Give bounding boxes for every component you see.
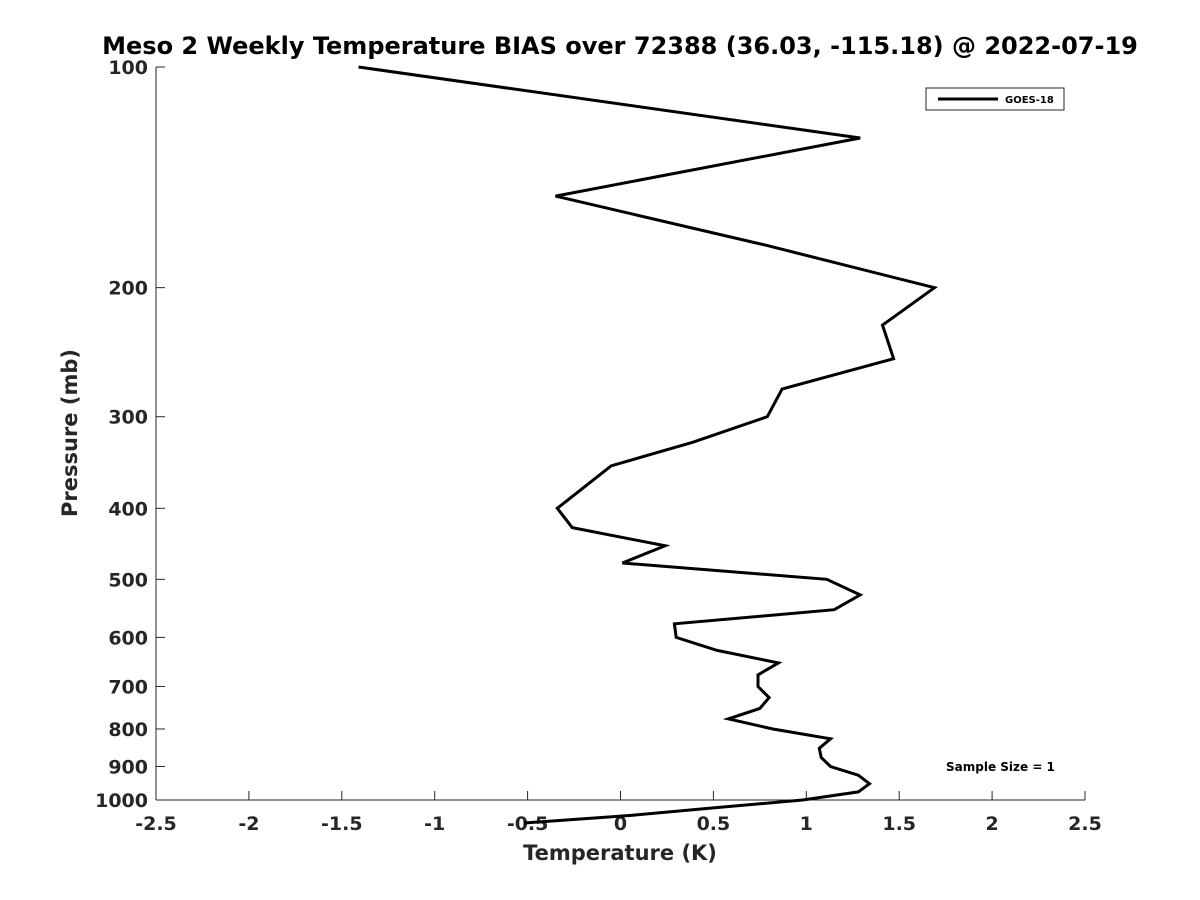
series-line-goes-18 <box>358 65 938 825</box>
x-tick-label: -2 <box>238 813 259 835</box>
chart-title: Meso 2 Weekly Temperature BIAS over 7238… <box>102 32 1138 60</box>
y-tick-label: 400 <box>108 498 148 520</box>
y-tick-label: 500 <box>108 569 148 591</box>
y-tick-label: 100 <box>108 57 148 79</box>
y-tick-label: 600 <box>108 627 148 649</box>
y-tick-label: 300 <box>108 407 148 429</box>
y-tick-label: 800 <box>108 719 148 741</box>
legend-label-goes-18: GOES-18 <box>1005 95 1054 106</box>
x-tick-label: 2 <box>985 813 998 835</box>
sample-size-annotation: Sample Size = 1 <box>946 760 1055 774</box>
x-tick-label: -2.5 <box>135 813 177 835</box>
x-tick-label: -1 <box>424 813 445 835</box>
x-tick-label: 1 <box>800 813 813 835</box>
y-ticks: 100 200 300 400 500 600 700 800 900 1000 <box>95 57 165 812</box>
x-tick-label: 2.5 <box>1068 813 1102 835</box>
y-axis-label: Pressure (mb) <box>58 349 82 517</box>
y-tick-label: 700 <box>108 676 148 698</box>
x-tick-label: 1.5 <box>882 813 916 835</box>
y-tick-label: 900 <box>108 756 148 778</box>
y-tick-label: 200 <box>108 278 148 300</box>
x-ticks: -2.5 -2 -1.5 -1 -0.5 0 0.5 1 1.5 2 2.5 <box>135 791 1102 835</box>
y-tick-label: 1000 <box>95 790 148 812</box>
x-tick-label: 0 <box>614 813 627 835</box>
x-tick-label: -1.5 <box>321 813 363 835</box>
x-axis-label: Temperature (K) <box>523 841 717 865</box>
series-layer <box>358 65 938 825</box>
x-tick-label: 0.5 <box>697 813 731 835</box>
legend: GOES-18 <box>925 87 1065 111</box>
